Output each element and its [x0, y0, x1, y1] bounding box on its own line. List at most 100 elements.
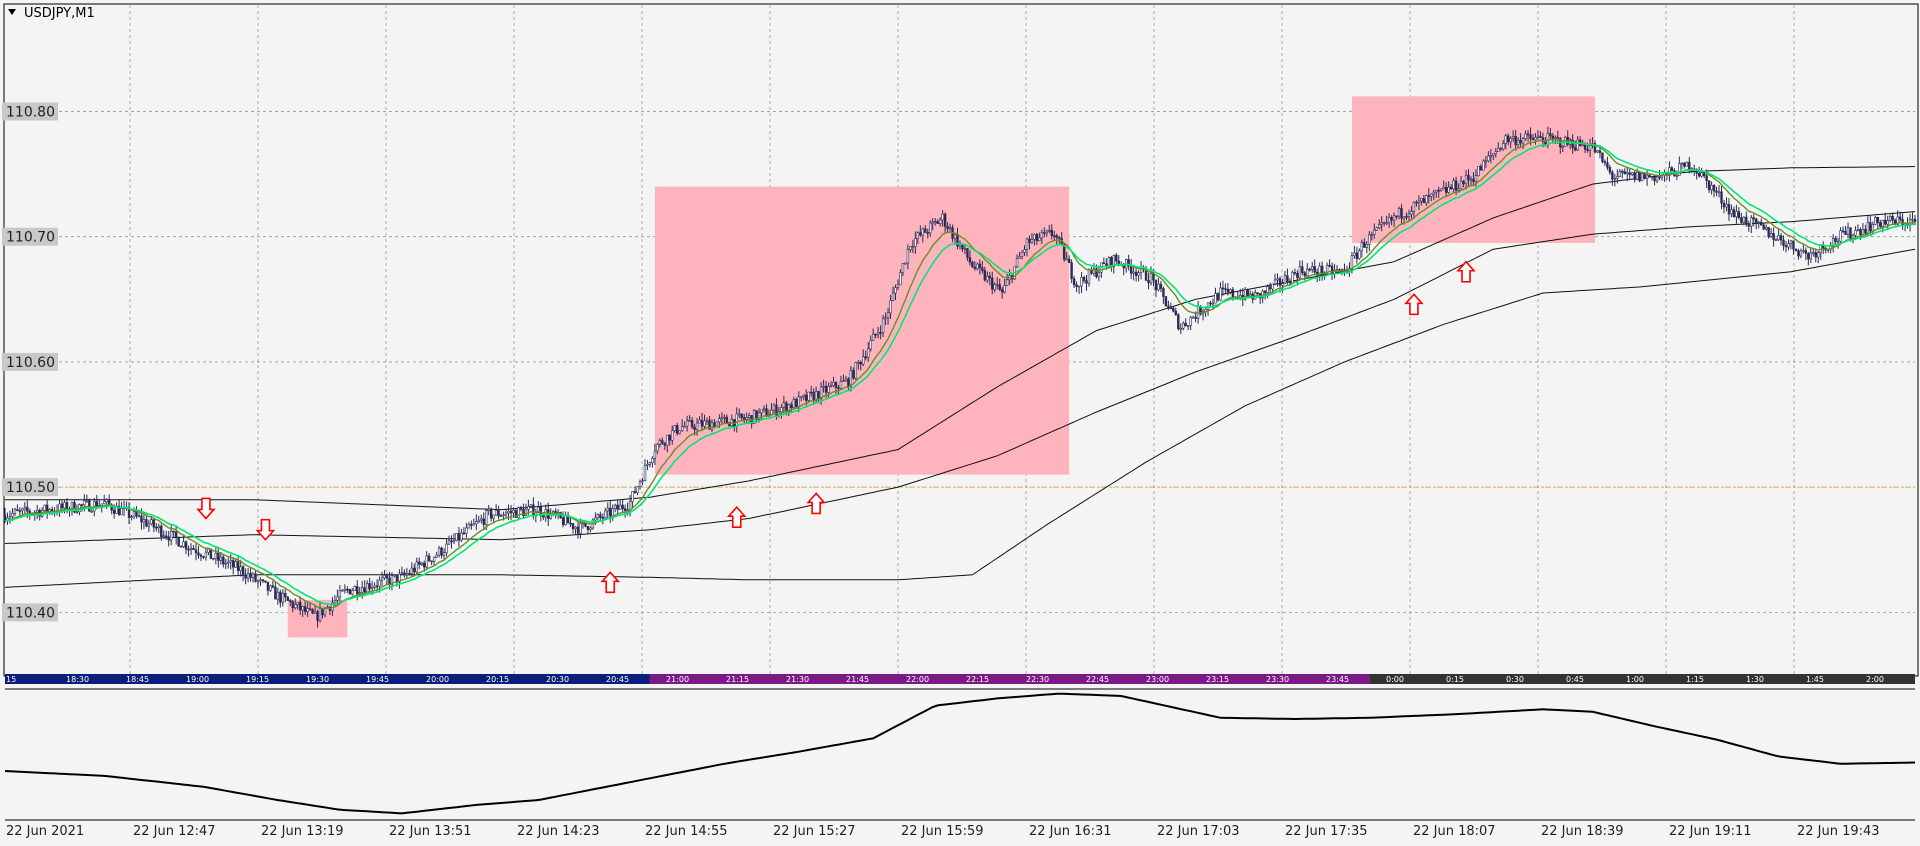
candle-body: [1608, 167, 1612, 173]
candle-body: [80, 504, 84, 506]
candle-body: [574, 526, 577, 530]
candle-body: [477, 519, 480, 522]
candle: [1745, 211, 1748, 227]
candle-body: [1435, 189, 1438, 193]
candle-body: [981, 267, 984, 271]
candle-body: [996, 284, 999, 286]
candle-body: [45, 504, 49, 513]
candle: [1715, 186, 1718, 197]
candle-body: [239, 566, 242, 571]
candle: [1162, 286, 1165, 304]
candle: [638, 479, 642, 490]
price-label-box: [2, 102, 58, 121]
candle-body: [703, 420, 706, 427]
candle: [393, 574, 396, 578]
candle-body: [1886, 220, 1889, 225]
candle-body: [147, 523, 151, 527]
candle-body: [127, 507, 131, 518]
candle-body: [740, 413, 743, 419]
candle-body: [896, 284, 900, 288]
candle-body: [373, 585, 376, 588]
candle: [1834, 236, 1837, 246]
candle-body: [336, 596, 339, 601]
candle-body: [901, 263, 905, 273]
candle: [1177, 312, 1180, 331]
candle: [886, 307, 890, 325]
candle-body: [348, 588, 351, 595]
candle-body: [172, 530, 175, 533]
candle: [1755, 217, 1758, 230]
candle-body: [1628, 172, 1631, 175]
candle-body: [1626, 172, 1629, 175]
candle: [494, 504, 498, 516]
candle-body: [346, 588, 349, 591]
candle: [1298, 260, 1302, 281]
candle-body: [1311, 266, 1314, 270]
candle-body: [1214, 293, 1217, 304]
candle: [1762, 223, 1765, 231]
candle: [1650, 176, 1654, 181]
candle-body: [1787, 243, 1790, 248]
candle-body: [1221, 287, 1225, 290]
time-tick-label: 22 Jun 2021: [6, 824, 84, 839]
candle-body: [1385, 222, 1388, 224]
candle-body: [219, 556, 223, 561]
candle-body: [708, 419, 711, 430]
candle: [1616, 169, 1619, 184]
candle-body: [1043, 232, 1046, 234]
chevron-down-icon[interactable]: [8, 9, 16, 15]
candle-body: [529, 504, 533, 507]
candle-body: [1268, 286, 1272, 290]
candle: [1767, 227, 1770, 239]
candle: [519, 505, 523, 512]
candle: [1782, 235, 1785, 251]
candle-body: [909, 246, 912, 250]
candle: [1043, 227, 1046, 238]
candle-body: [1789, 240, 1793, 244]
candle: [1707, 180, 1711, 193]
candle-body: [1194, 316, 1197, 319]
candle: [1797, 248, 1800, 260]
candle-body: [1658, 176, 1661, 179]
candle-body: [112, 509, 116, 514]
candle-body: [1546, 133, 1550, 145]
candle-body: [1335, 269, 1339, 271]
candle-body: [1675, 175, 1679, 177]
candle: [1700, 167, 1703, 178]
candle-body: [1082, 276, 1086, 281]
candle: [1524, 130, 1527, 141]
candle-body: [1750, 217, 1753, 227]
candle: [294, 598, 297, 610]
candle: [1534, 133, 1537, 145]
candle: [1353, 245, 1356, 259]
candle-body: [18, 510, 22, 512]
candle: [509, 504, 513, 521]
candle-body: [924, 228, 927, 233]
candle-body: [1244, 289, 1247, 300]
candle: [378, 576, 381, 593]
candle-body: [467, 524, 471, 529]
candle: [1288, 278, 1292, 285]
candle-body: [782, 402, 786, 408]
time-tick-label: 22 Jun 13:51: [389, 824, 472, 839]
candle: [1080, 271, 1083, 293]
candle: [239, 559, 242, 577]
candle-body: [1410, 211, 1413, 215]
candle: [1611, 169, 1614, 186]
candle: [589, 526, 592, 533]
candle-body: [673, 425, 676, 432]
candle-body: [1050, 229, 1053, 236]
candle: [1477, 165, 1480, 177]
candle-body: [482, 518, 485, 525]
candle-body: [207, 548, 210, 553]
candle-body: [16, 509, 19, 511]
session-segment: [5, 674, 650, 684]
candle: [1633, 170, 1636, 183]
candle: [234, 558, 237, 568]
candle-body: [8, 515, 12, 519]
candle: [710, 419, 714, 433]
candle: [1613, 173, 1617, 187]
chart-title[interactable]: USDJPY,M1: [8, 6, 95, 21]
